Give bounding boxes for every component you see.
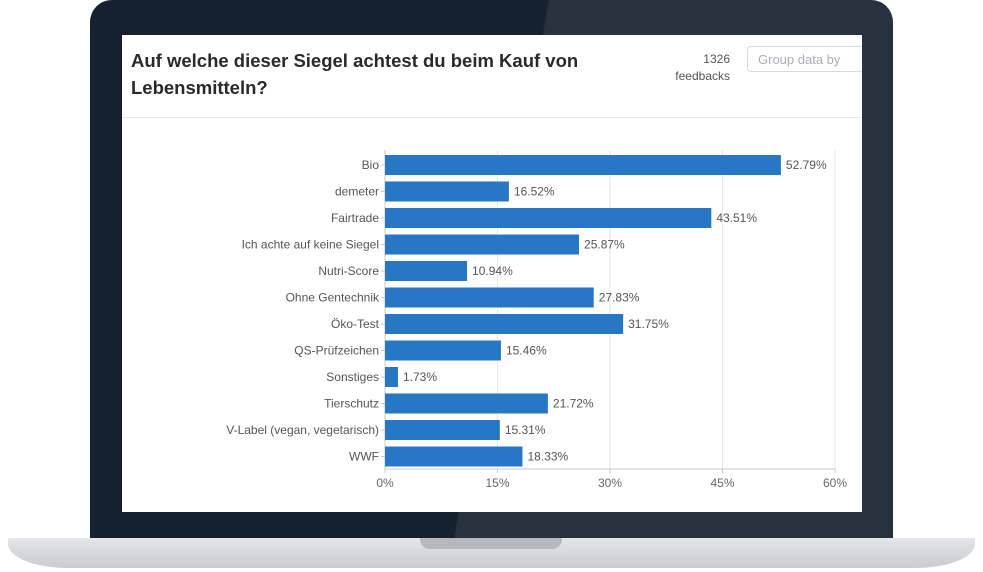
category-label: Fairtrade bbox=[331, 211, 379, 225]
data-label: 52.79% bbox=[786, 158, 827, 172]
bar bbox=[385, 340, 501, 361]
data-label: 18.33% bbox=[527, 450, 568, 464]
feedback-count-number: 1326 bbox=[703, 52, 730, 66]
group-data-by-select[interactable] bbox=[747, 46, 862, 72]
bar-chart: 0% 15% 30% 45% 60% Bio 52.79% demeter 16.52% Fair… bbox=[226, 150, 847, 490]
bar bbox=[385, 261, 468, 281]
x-tick-label: 60% bbox=[823, 476, 847, 490]
category-label: Öko-Test bbox=[331, 317, 380, 331]
question-title: Auf welche dieser Siegel achtest du beim… bbox=[131, 50, 579, 98]
panel-header: Auf welche dieser Siegel achtest du beim… bbox=[122, 35, 862, 118]
category-label: QS-Prüfzeichen bbox=[294, 344, 379, 358]
data-label: 15.31% bbox=[505, 423, 546, 437]
bar bbox=[385, 155, 781, 175]
category-label: Nutri-Score bbox=[318, 264, 379, 278]
feedback-count: 1326 feedbacks bbox=[642, 51, 730, 85]
x-tick-label: 15% bbox=[485, 476, 509, 490]
x-tick-label: 30% bbox=[598, 476, 622, 490]
data-label: 15.46% bbox=[506, 344, 547, 358]
data-label: 21.72% bbox=[553, 397, 594, 411]
category-label: WWF bbox=[349, 450, 379, 464]
data-label: 25.87% bbox=[584, 238, 625, 252]
bar bbox=[385, 314, 624, 334]
bar bbox=[385, 208, 712, 228]
data-label: 16.52% bbox=[514, 185, 555, 199]
x-tick-label: 45% bbox=[710, 476, 734, 490]
data-label: 27.83% bbox=[599, 291, 640, 305]
category-label: Ohne Gentechnik bbox=[286, 291, 380, 305]
category-label: Tierschutz bbox=[324, 397, 379, 411]
data-label: 1.73% bbox=[403, 370, 437, 384]
category-label: Sonstiges bbox=[326, 370, 379, 384]
category-label: Bio bbox=[362, 158, 380, 172]
feedback-count-label: feedbacks bbox=[675, 69, 730, 83]
bar bbox=[385, 234, 580, 255]
bar bbox=[385, 367, 398, 387]
bar bbox=[385, 393, 548, 414]
data-label: 10.94% bbox=[472, 264, 513, 278]
survey-results-panel: Auf welche dieser Siegel achtest du beim… bbox=[122, 35, 862, 512]
data-label: 31.75% bbox=[628, 317, 669, 331]
x-tick-label: 0% bbox=[376, 476, 394, 490]
laptop-base bbox=[8, 538, 975, 568]
bar bbox=[385, 446, 523, 467]
category-label: Ich achte auf keine Siegel bbox=[242, 238, 379, 252]
bar bbox=[385, 287, 594, 308]
category-label: demeter bbox=[335, 185, 379, 199]
data-label: 43.51% bbox=[716, 211, 757, 225]
bar bbox=[385, 420, 500, 440]
category-label: V-Label (vegan, vegetarisch) bbox=[226, 423, 379, 437]
laptop-notch bbox=[420, 538, 562, 549]
bar bbox=[385, 181, 509, 202]
